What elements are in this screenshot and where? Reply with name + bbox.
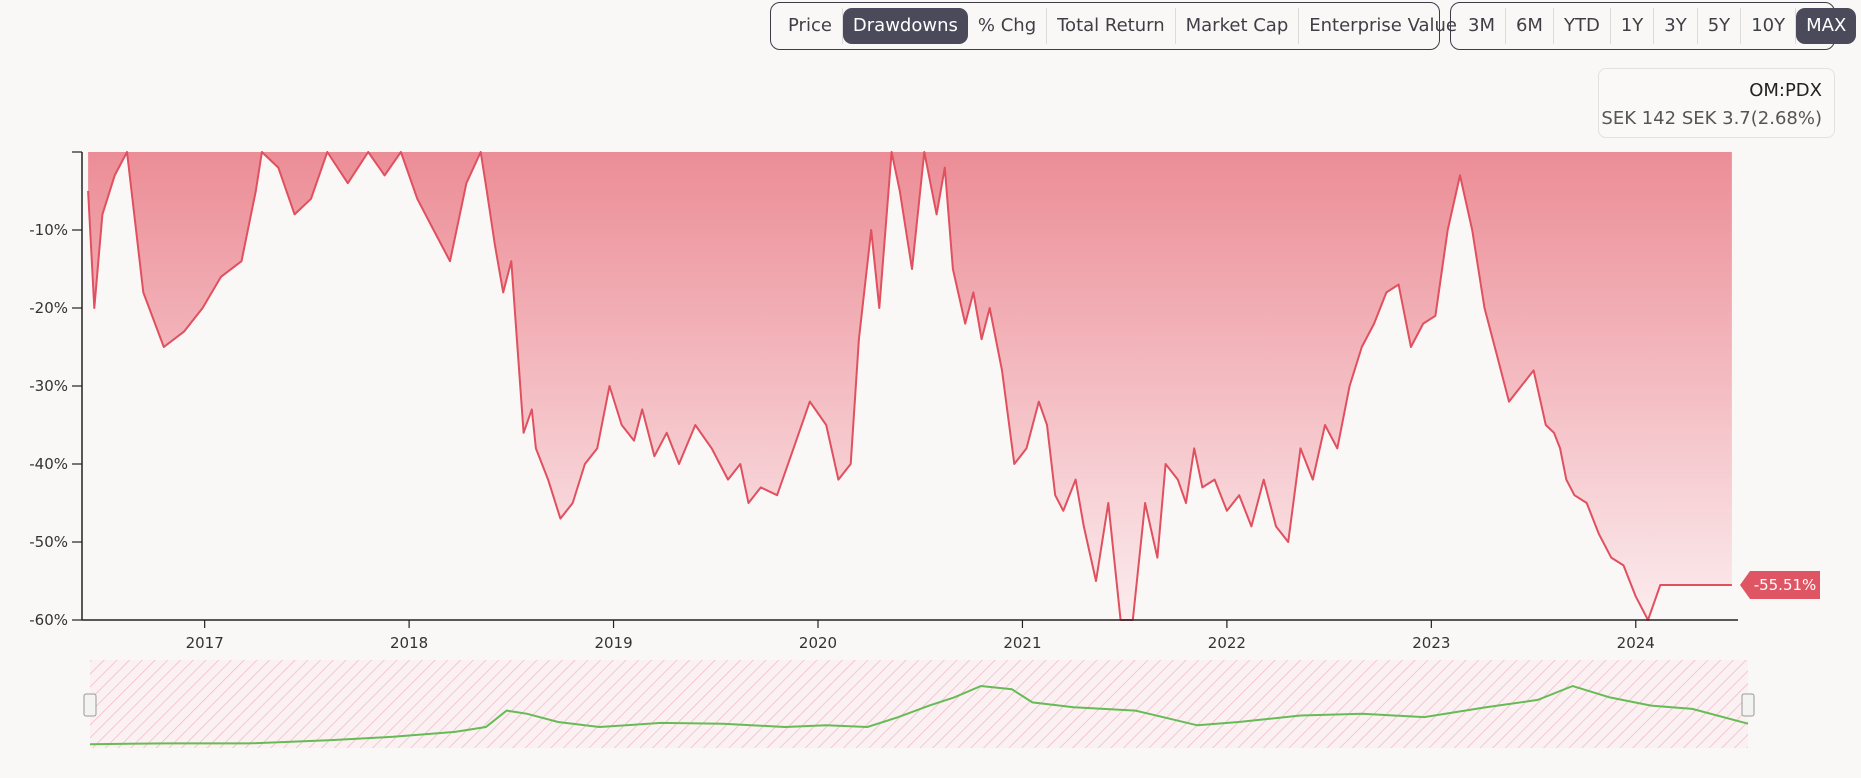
x-tick-label: 2020 — [799, 634, 837, 652]
tab-total-return[interactable]: Total Return — [1047, 8, 1176, 44]
range-1y[interactable]: 1Y — [1611, 8, 1655, 44]
last-value-label: -55.51% — [1754, 576, 1817, 594]
range-selector: 3M 6M YTD 1Y 3Y 5Y 10Y MAX — [1450, 2, 1857, 50]
metric-selector: Price Drawdowns% Chg Total Return Market Ca… — [770, 2, 1457, 50]
range-3m[interactable]: 3M — [1458, 8, 1506, 44]
y-tick-label: -20% — [29, 299, 68, 317]
x-tick-label: 2017 — [186, 634, 224, 652]
navigator-range — [90, 660, 1748, 748]
x-tick-label: 2018 — [390, 634, 428, 652]
range-10y[interactable]: 10Y — [1741, 8, 1797, 44]
range-ytd[interactable]: YTD — [1554, 8, 1611, 44]
y-tick-label: -40% — [29, 455, 68, 473]
ticker-price: SEK 142 — [1601, 108, 1677, 129]
y-tick-label: -10% — [29, 221, 68, 239]
ticker-change: SEK 3.7(2.68%) — [1681, 108, 1822, 129]
navigator-handle-right[interactable] — [1741, 693, 1755, 717]
range-max[interactable]: MAX — [1796, 8, 1857, 44]
drawdown-line — [87, 151, 1732, 621]
navigator-line — [89, 684, 1749, 746]
x-tick-label: 2024 — [1617, 634, 1655, 652]
range-6m[interactable]: 6M — [1506, 8, 1554, 44]
y-tick-label: -60% — [29, 611, 68, 629]
tab-drawdowns[interactable]: Drawdowns — [842, 8, 968, 44]
tab-market-cap[interactable]: Market Cap — [1176, 8, 1300, 44]
drawdown-area — [88, 152, 1732, 620]
ticker-info-box: OM:PDX SEK 142 SEK 3.7(2.68%) — [1598, 68, 1835, 138]
tab-chg[interactable]: % Chg — [968, 8, 1048, 44]
y-tick-label: -50% — [29, 533, 68, 551]
x-tick-label: 2022 — [1208, 634, 1246, 652]
x-tick-label: 2019 — [594, 634, 632, 652]
x-tick-label: 2023 — [1412, 634, 1450, 652]
y-tick-label: -30% — [29, 377, 68, 395]
navigator-handle-left[interactable] — [83, 693, 97, 717]
last-value-badge — [1740, 570, 1820, 599]
range-5y[interactable]: 5Y — [1698, 8, 1742, 44]
range-3y[interactable]: 3Y — [1654, 8, 1698, 44]
ticker-symbol: OM:PDX — [1749, 80, 1822, 101]
ticker-quote: SEK 142 SEK 3.7(2.68%) — [1601, 108, 1822, 129]
tab-price[interactable]: Price — [778, 8, 843, 44]
x-tick-label: 2021 — [1003, 634, 1041, 652]
tab-enterprise-value[interactable]: Enterprise Value — [1309, 15, 1457, 36]
